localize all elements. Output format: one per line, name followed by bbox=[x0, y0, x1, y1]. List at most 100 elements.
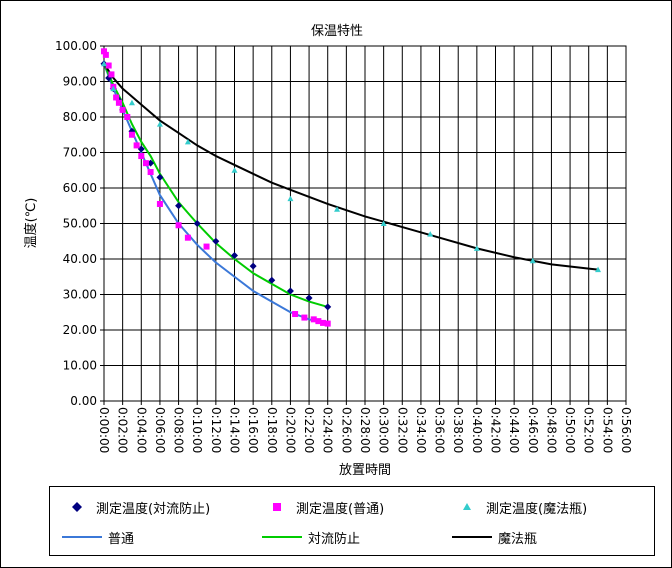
x-tick-label: 0:36:00 bbox=[433, 407, 447, 453]
x-tick-label: 0:02:00 bbox=[116, 407, 130, 453]
x-tick-label: 0:32:00 bbox=[395, 407, 409, 453]
y-tick-label: 90.00 bbox=[63, 75, 97, 89]
data-point-normal bbox=[101, 48, 107, 55]
legend-label: 対流防止 bbox=[308, 531, 361, 547]
data-point-normal bbox=[324, 320, 331, 327]
data-point-convection bbox=[324, 303, 332, 311]
legend-label: 普通 bbox=[108, 531, 135, 547]
data-point-thermos bbox=[473, 245, 480, 251]
plot-area: 0.00 10.00 20.00 30.00 40.00 50.00 60.00 70.00 8… bbox=[55, 39, 633, 453]
y-tick-label: 10.00 bbox=[63, 359, 97, 373]
data-point-normal bbox=[175, 222, 182, 229]
data-point-normal bbox=[133, 142, 140, 149]
x-tick-label: 0:20:00 bbox=[283, 407, 297, 453]
x-tick-label: 0:12:00 bbox=[209, 407, 223, 453]
chart-canvas: 保温特性 0.00 10.00 20.00 30.00 40.00 50.00 60.00 7… bbox=[23, 24, 633, 478]
x-tick-label: 0:22:00 bbox=[302, 407, 316, 453]
legend-label: 測定温度(魔法瓶) bbox=[486, 501, 588, 517]
y-tick-label: 0.00 bbox=[70, 394, 97, 408]
y-tick-label: 100.00 bbox=[55, 39, 97, 53]
x-tick-label: 0:08:00 bbox=[172, 407, 186, 453]
y-tick-label: 20.00 bbox=[63, 323, 97, 337]
x-tick-label: 0:56:00 bbox=[619, 407, 633, 453]
data-point-convection bbox=[175, 202, 183, 210]
data-point-convection bbox=[305, 294, 313, 302]
legend-label: 測定温度(普通) bbox=[296, 501, 385, 517]
data-point-thermos bbox=[427, 231, 434, 237]
y-tick-label: 40.00 bbox=[63, 252, 97, 266]
legend-label: 魔法瓶 bbox=[498, 531, 538, 547]
legend-item-convection-measured: 測定温度(対流防止) bbox=[62, 497, 210, 517]
y-axis-label: 温度(℃) bbox=[23, 198, 39, 249]
data-point-normal bbox=[315, 318, 322, 325]
data-point-convection bbox=[231, 251, 238, 259]
y-tick-label: 70.00 bbox=[63, 146, 97, 160]
x-tick-label: 0:40:00 bbox=[470, 407, 484, 453]
diamond-marker-icon bbox=[62, 500, 92, 514]
chart-title: 保温特性 bbox=[311, 24, 363, 39]
x-tick-label: 0:10:00 bbox=[190, 407, 204, 453]
data-point-normal bbox=[203, 243, 210, 250]
x-tick-label: 0:16:00 bbox=[246, 407, 260, 453]
line-swatch-icon bbox=[262, 536, 302, 538]
x-tick-label: 0:24:00 bbox=[321, 407, 335, 453]
x-tick-label: 0:54:00 bbox=[600, 407, 614, 453]
data-point-convection bbox=[193, 220, 201, 227]
x-tick-label: 0:44:00 bbox=[507, 407, 521, 453]
data-point-convection bbox=[212, 237, 220, 245]
y-tick-label: 50.00 bbox=[63, 217, 97, 231]
y-tick-label: 60.00 bbox=[63, 181, 97, 195]
data-point-normal bbox=[301, 314, 308, 321]
data-point-normal bbox=[115, 99, 122, 106]
y-tick-label: 80.00 bbox=[63, 110, 97, 124]
data-point-thermos bbox=[128, 99, 135, 106]
data-point-convection bbox=[249, 262, 257, 270]
x-tick-label: 0:06:00 bbox=[153, 407, 167, 453]
data-point-normal bbox=[147, 169, 154, 176]
x-tick-label: 0:04:00 bbox=[134, 407, 148, 453]
series-line-normal bbox=[103, 63, 328, 326]
x-tick-label: 0:46:00 bbox=[526, 407, 540, 453]
line-swatch-icon bbox=[452, 536, 492, 538]
x-tick-label: 0:50:00 bbox=[563, 407, 577, 453]
legend-item-normal-measured: 測定温度(普通) bbox=[262, 497, 384, 517]
data-point-normal bbox=[119, 106, 126, 113]
data-point-thermos bbox=[287, 195, 294, 202]
data-point-convection bbox=[286, 287, 294, 295]
data-point-thermos bbox=[595, 266, 602, 273]
triangle-marker-icon bbox=[452, 500, 482, 514]
data-point-normal bbox=[105, 62, 112, 69]
x-tick-label: 0:52:00 bbox=[582, 407, 596, 453]
x-tick-label: 0:42:00 bbox=[489, 407, 503, 453]
data-point-normal bbox=[128, 131, 135, 138]
x-tick-label: 0:38:00 bbox=[451, 407, 465, 453]
x-tick-label: 0:18:00 bbox=[265, 407, 279, 453]
line-swatch-icon bbox=[62, 536, 102, 538]
y-tick-label: 30.00 bbox=[63, 288, 97, 302]
x-axis-label: 放置時間 bbox=[339, 463, 391, 478]
series-line-convection bbox=[103, 63, 328, 308]
data-point-thermos bbox=[231, 167, 238, 173]
x-tick-label: 0:14:00 bbox=[228, 407, 242, 453]
data-point-thermos bbox=[110, 85, 117, 92]
data-point-normal bbox=[320, 319, 327, 326]
data-point-normal bbox=[310, 316, 317, 323]
data-point-thermos bbox=[101, 60, 107, 67]
data-point-normal bbox=[102, 51, 109, 58]
data-point-normal bbox=[292, 311, 299, 318]
data-point-normal bbox=[142, 160, 149, 167]
x-tick-label: 0:34:00 bbox=[414, 407, 428, 453]
data-point-normal bbox=[138, 153, 145, 160]
legend-item-thermos-measured: 測定温度(魔法瓶) bbox=[452, 497, 587, 517]
x-tick-label: 0:28:00 bbox=[358, 407, 372, 453]
data-point-normal bbox=[156, 200, 163, 207]
data-point-normal bbox=[184, 234, 191, 241]
legend: 測定温度(対流防止) 測定温度(普通) 測定温度(魔法瓶) 普通 対流防止 魔法… bbox=[49, 486, 655, 556]
x-tick-label: 0:26:00 bbox=[339, 407, 353, 453]
data-point-thermos bbox=[334, 206, 341, 212]
legend-item-thermos-line: 魔法瓶 bbox=[452, 527, 537, 547]
legend-label: 測定温度(対流防止) bbox=[96, 501, 211, 517]
data-point-normal bbox=[113, 94, 120, 101]
data-point-thermos bbox=[156, 121, 163, 127]
series-line-thermos bbox=[103, 63, 599, 271]
